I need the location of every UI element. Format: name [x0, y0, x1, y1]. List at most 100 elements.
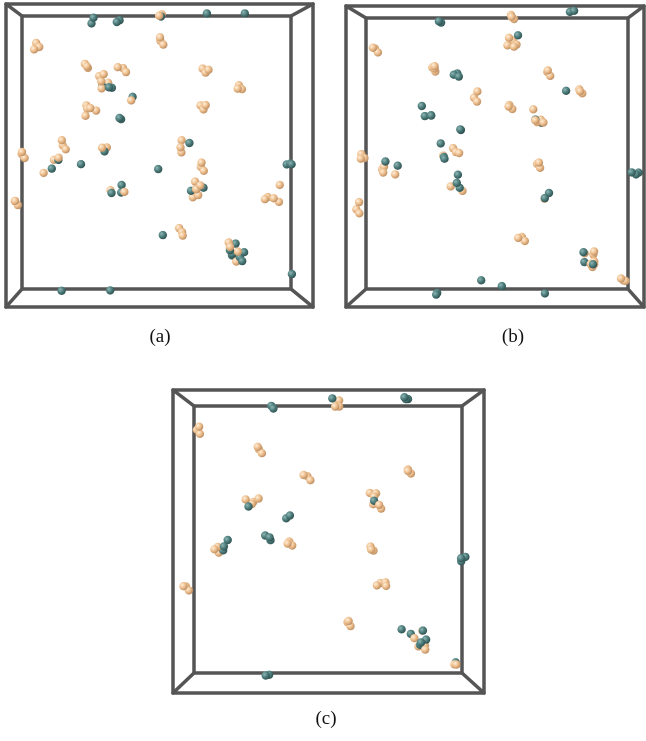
atom-tan — [306, 476, 314, 484]
atom-tan — [204, 66, 212, 74]
atom-teal — [115, 114, 123, 122]
molecule-cluster — [288, 270, 296, 278]
simulation-box — [346, 6, 644, 307]
molecule-cluster — [477, 276, 485, 284]
atom-tan — [261, 195, 269, 203]
atom-teal — [437, 139, 445, 147]
molecule-cluster — [234, 81, 247, 93]
molecule-cluster — [57, 287, 65, 295]
atom-teal — [394, 162, 402, 170]
atom-teal — [418, 102, 426, 110]
molecule-cluster — [283, 537, 296, 549]
atom-tan — [373, 581, 381, 589]
atom-tan — [254, 443, 262, 451]
atom-tan — [156, 33, 164, 41]
molecule-cluster — [196, 101, 210, 114]
atom-tan — [18, 148, 26, 156]
molecule-cluster — [254, 443, 267, 458]
molecule-cluster — [175, 224, 187, 240]
atom-teal — [579, 248, 587, 256]
atom-tan — [514, 234, 522, 242]
molecule-cluster — [127, 93, 137, 105]
atom-tan — [177, 136, 185, 144]
molecule-cluster — [450, 658, 460, 669]
box-edge — [462, 673, 484, 693]
atom-tan — [276, 181, 284, 189]
molecule-cluster — [366, 489, 386, 513]
molecule-cluster — [504, 101, 516, 113]
atom-teal — [456, 125, 464, 133]
panel-label: (b) — [502, 326, 524, 347]
atom-tan — [375, 501, 383, 509]
atom-teal — [417, 638, 425, 646]
molecule-cluster — [187, 177, 208, 201]
molecule-cluster — [397, 625, 405, 633]
atom-teal — [455, 72, 463, 80]
molecule-cluster — [507, 11, 518, 23]
molecule-cluster — [378, 157, 402, 178]
atom-teal — [287, 160, 295, 168]
molecule-cluster — [369, 44, 382, 57]
atom-teal — [89, 14, 97, 22]
atom-teal — [269, 404, 277, 412]
atom-teal — [57, 287, 65, 295]
atom-tan — [122, 68, 130, 76]
molecule-cluster — [456, 125, 465, 134]
molecule-cluster — [39, 154, 62, 178]
atom-tan — [391, 170, 399, 178]
panel-label: (c) — [315, 708, 336, 729]
atom-tan — [97, 84, 105, 92]
atom-tan — [197, 158, 205, 166]
molecule-cluster — [225, 238, 249, 265]
atom-tan — [452, 660, 460, 668]
atom-tan — [30, 45, 38, 53]
molecule-cluster — [114, 63, 131, 76]
atom-teal — [328, 394, 336, 402]
atom-tan — [473, 87, 481, 95]
atom-tan — [617, 274, 625, 282]
atom-tan — [421, 645, 429, 653]
atom-tan — [369, 44, 377, 52]
molecule-cluster — [77, 160, 85, 168]
molecule-cluster — [261, 181, 284, 206]
atom-tan — [404, 467, 412, 475]
atom-tan — [196, 430, 204, 438]
atom-teal — [154, 165, 162, 173]
molecule-cluster — [17, 148, 28, 162]
box-edge — [173, 390, 194, 406]
molecule-cluster — [261, 531, 275, 544]
atom-teal — [220, 542, 228, 550]
atom-tan — [382, 582, 390, 590]
atom-teal — [432, 290, 440, 298]
molecule-cluster — [400, 393, 412, 403]
atom-teal — [514, 31, 522, 39]
molecule-cluster — [562, 87, 570, 95]
molecule-cluster — [179, 582, 193, 595]
box-edge — [6, 289, 22, 307]
atom-tan — [159, 40, 167, 48]
atom-tan — [86, 104, 94, 112]
atom-tan — [179, 231, 187, 239]
atom-teal — [427, 111, 435, 119]
molecule-cluster — [373, 578, 391, 590]
atom-teal — [241, 9, 249, 17]
atom-teal — [400, 393, 408, 401]
atom-tan — [100, 70, 108, 78]
atom-tan — [195, 423, 203, 431]
atom-tan — [196, 181, 204, 189]
atom-tan — [179, 582, 187, 590]
atom-tan — [535, 158, 543, 166]
molecule-cluster — [498, 282, 506, 290]
atom-teal — [113, 18, 121, 26]
atom-teal — [159, 231, 167, 239]
atom-teal — [203, 9, 211, 17]
molecule-cluster — [533, 158, 544, 172]
atom-teal — [453, 179, 461, 187]
molecule-cluster — [447, 171, 467, 196]
atom-tan — [200, 167, 208, 175]
atom-tan — [455, 149, 463, 157]
atom-tan — [270, 194, 278, 202]
atom-tan — [590, 247, 598, 255]
atom-tan — [355, 209, 363, 217]
atom-teal — [628, 168, 636, 176]
